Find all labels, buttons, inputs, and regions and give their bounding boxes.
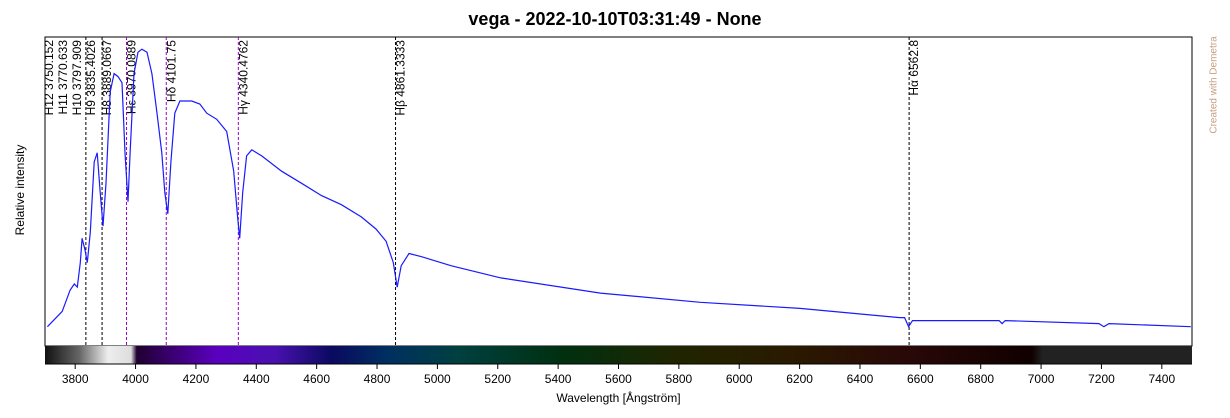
x-tick-label: 4400 <box>243 372 270 386</box>
spectral-line-label: Hα 6562.8 <box>907 40 921 96</box>
spectral-line-label: H11 3770.633 <box>56 40 70 115</box>
spectral-line-label: H8 3889.0667 <box>100 40 114 116</box>
x-tick-label: 5400 <box>545 372 572 386</box>
plot-frame <box>44 36 1193 347</box>
x-tick-label: 7200 <box>1088 372 1115 386</box>
x-tick-label: 4000 <box>122 372 149 386</box>
x-tick-label: 6000 <box>726 372 753 386</box>
spectrum-color-bar <box>45 346 1192 364</box>
x-tick-label: 7400 <box>1148 372 1175 386</box>
x-tick-label: 6800 <box>967 372 994 386</box>
x-tick-label: 6400 <box>847 372 874 386</box>
x-tick-label: 6200 <box>786 372 813 386</box>
x-tick-label: 4200 <box>183 372 210 386</box>
x-axis-label: Wavelength [Ångström] <box>556 391 681 405</box>
x-tick-label: 4600 <box>303 372 330 386</box>
x-tick-label: 3800 <box>62 372 89 386</box>
spectral-line-label: H10 3797.909 <box>70 40 84 116</box>
spectral-line-label: Hε 3970.0889 <box>125 40 139 114</box>
x-tick-label: 6600 <box>907 372 934 386</box>
chart-title: vega - 2022-10-10T03:31:49 - None <box>468 9 762 29</box>
spectral-line-label: Hγ 4340.4762 <box>236 40 250 115</box>
spectral-line-label: Hδ 4101.75 <box>164 40 178 102</box>
x-tick-label: 5600 <box>605 372 632 386</box>
spectral-line-label: H12 3750.152 <box>42 40 56 116</box>
x-tick-label: 5200 <box>484 372 511 386</box>
x-tick-label: 5000 <box>424 372 451 386</box>
spectral-line-label: Hβ 4861.3333 <box>394 40 408 116</box>
x-tick-label: 7000 <box>1028 372 1055 386</box>
spectral-line-label: H9 3835.4026 <box>84 40 98 116</box>
x-tick-label: 4800 <box>364 372 391 386</box>
x-tick-label: 5800 <box>666 372 693 386</box>
spectrum-line <box>46 48 1191 328</box>
